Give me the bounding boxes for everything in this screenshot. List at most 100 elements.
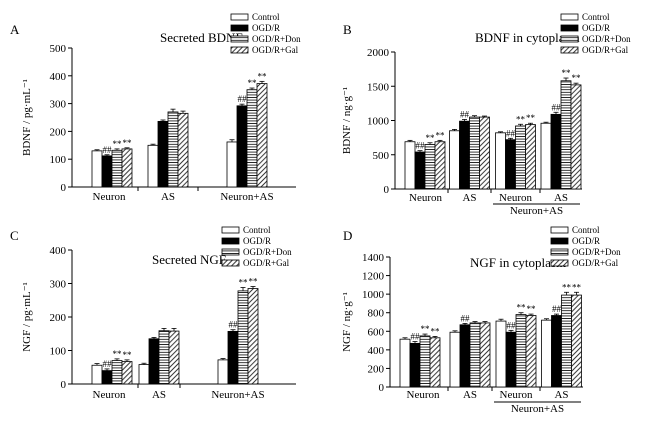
significance-mark: ## <box>552 102 562 112</box>
bar-control <box>91 364 103 385</box>
x-tick-label: Neuron <box>93 389 126 401</box>
bar-control <box>91 150 103 188</box>
panel-D: D NGF in cytoplasm NGF / ng·g⁻¹ 0 200 400 600 8… <box>341 225 621 415</box>
x-tick-label: Neuron+AS <box>211 389 264 401</box>
panel-letter: A <box>10 22 20 37</box>
bar-ogd-r-gal <box>121 148 133 188</box>
group-label: Neuron+AS <box>511 403 564 415</box>
bar-ogd-r <box>101 155 113 188</box>
bar-ogd-r <box>101 370 113 385</box>
legend-label: OGD/R+Don <box>252 34 301 44</box>
x-tick-label: Neuron <box>407 389 440 401</box>
x-tick-label: Neuron <box>500 389 533 401</box>
legend-label: OGD/R+Don <box>572 247 621 257</box>
bar-ogd-r <box>505 331 517 388</box>
bar-ogd-r-don <box>419 335 431 388</box>
bar-ogd-r-gal <box>570 84 582 190</box>
significance-mark: ** <box>526 113 536 123</box>
bar-ogd-r <box>550 113 562 190</box>
significance-mark: ** <box>426 133 436 143</box>
y-tick-label: 800 <box>368 308 385 320</box>
legend-swatch <box>221 237 240 245</box>
bar-ogd-r-don <box>469 116 480 190</box>
bar-ogd-r-don <box>167 111 179 188</box>
y-tick-label: 100 <box>50 346 67 358</box>
bar-ogd-r-gal <box>525 315 537 388</box>
bar-ogd-r-gal <box>256 83 268 188</box>
legend-label: Control <box>252 12 280 22</box>
x-tick-label: Neuron+AS <box>220 191 273 203</box>
bar-ogd-r-gal <box>121 361 133 385</box>
bar-ogd-r <box>459 324 471 388</box>
legend-swatch <box>230 13 249 21</box>
x-tick-label: AS <box>554 192 568 204</box>
y-tick-label: 200 <box>50 312 67 324</box>
bar-ogd-r <box>551 315 562 388</box>
y-tick-label: 400 <box>50 71 67 83</box>
x-tick-label: AS <box>161 191 175 203</box>
y-tick-label: 2000 <box>367 47 390 59</box>
y-axis-label: NGF / pg·mL⁻¹ <box>21 282 33 352</box>
y-tick-label: 500 <box>50 43 67 55</box>
significance-mark: ## <box>103 145 113 155</box>
legend-swatch <box>550 248 569 256</box>
legend-swatch <box>550 226 569 234</box>
significance-mark: ** <box>431 326 441 336</box>
y-tick-label: 300 <box>50 279 67 291</box>
significance-mark: ** <box>562 282 572 292</box>
legend-label: OGD/R <box>243 236 271 246</box>
significance-mark: ## <box>507 320 517 330</box>
legend-swatch <box>230 35 249 43</box>
y-tick-label: 400 <box>368 345 385 357</box>
significance-mark: ## <box>411 332 421 342</box>
legend-swatch <box>560 46 579 54</box>
significance-mark: ** <box>436 130 446 140</box>
y-tick-label: 0 <box>384 184 390 196</box>
bar-ogd-r-gal <box>168 330 180 385</box>
bar-ogd-r-don <box>424 144 436 190</box>
chart-title: BDNF in cytoplasm <box>475 30 580 45</box>
bar-control <box>404 141 416 190</box>
bar-ogd-r <box>409 342 421 388</box>
bar-ogd-r-gal <box>525 124 536 190</box>
significance-mark: ** <box>113 349 123 359</box>
legend-label: OGD/R <box>572 236 600 246</box>
bar-control <box>495 320 507 388</box>
bar-ogd-r-don <box>469 322 481 388</box>
y-tick-label: 0 <box>379 382 385 394</box>
x-tick-label: AS <box>462 192 476 204</box>
chart-title: NGF in cytoplasm <box>470 255 566 270</box>
panel-C: C Secreted NGF NGF / pg·mL⁻¹ 0 100 200 300 400 #… <box>10 225 296 401</box>
significance-mark: ## <box>460 109 470 119</box>
significance-mark: ## <box>229 320 239 330</box>
significance-mark: ** <box>516 114 526 124</box>
bar-ogd-r <box>227 331 239 385</box>
y-axis-label: BDNF / ng·g⁻¹ <box>341 87 353 154</box>
significance-mark: ** <box>123 350 133 360</box>
legend-swatch <box>221 248 240 256</box>
bar-control <box>138 364 150 385</box>
y-tick-label: 1000 <box>362 289 385 301</box>
bar-ogd-r-gal <box>429 337 441 388</box>
legend-label: Control <box>243 225 271 235</box>
panel-A: A Secreted BDNF BDNF / pg·mL⁻¹ 0 100 200 300 40… <box>10 12 301 203</box>
x-tick-label: AS <box>554 389 568 401</box>
bar-control <box>147 144 159 188</box>
legend-label: OGD/R+Gal <box>252 45 299 55</box>
x-tick-label: AS <box>152 389 166 401</box>
significance-mark: ** <box>113 139 123 149</box>
bar-ogd-r <box>505 139 516 190</box>
significance-mark: ** <box>562 68 572 78</box>
x-tick-label: Neuron <box>499 192 532 204</box>
significance-mark: ** <box>517 303 527 313</box>
significance-mark: ** <box>249 277 259 287</box>
y-axis-label: BDNF / pg·mL⁻¹ <box>21 79 33 156</box>
significance-mark: ** <box>239 278 249 288</box>
legend-swatch <box>550 259 569 267</box>
y-tick-label: 1200 <box>362 271 385 283</box>
legend-swatch <box>230 24 249 32</box>
y-axis-label: NGF / ng·g⁻¹ <box>341 292 353 352</box>
bar-ogd-r-don <box>158 330 170 385</box>
bar-control <box>449 331 461 388</box>
legend-label: OGD/R+Gal <box>243 258 290 268</box>
